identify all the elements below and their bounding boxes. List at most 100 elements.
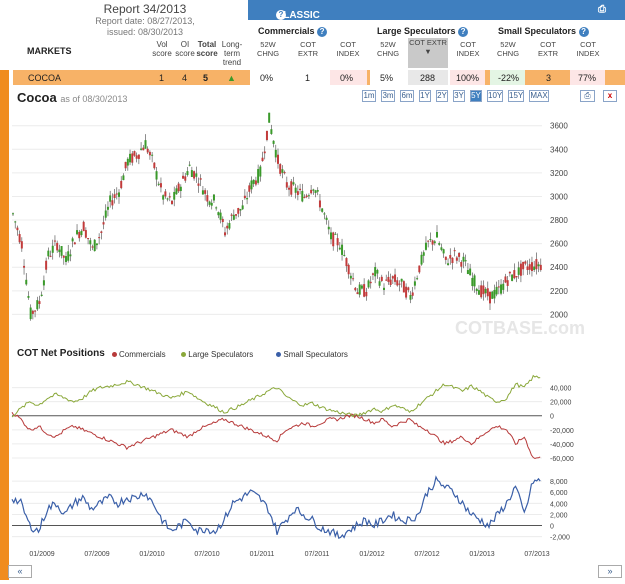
price-candle bbox=[137, 154, 140, 159]
col-com-chng[interactable]: 52W CHNG bbox=[256, 40, 280, 58]
price-candle bbox=[409, 295, 412, 300]
price-candle bbox=[274, 149, 277, 158]
price-candle bbox=[252, 179, 255, 184]
price-candle bbox=[84, 230, 87, 238]
range-15y-button[interactable]: 15Y bbox=[508, 90, 524, 102]
price-candle bbox=[29, 307, 32, 320]
price-candle bbox=[243, 195, 246, 199]
series-line-commercials bbox=[11, 412, 541, 460]
col-com-index[interactable]: COT INDEX bbox=[336, 40, 360, 58]
price-candle bbox=[235, 214, 238, 216]
range-6m-button[interactable]: 6m bbox=[400, 90, 414, 102]
com-index: 0% bbox=[340, 73, 354, 83]
col-com-extr[interactable]: COT EXTR bbox=[297, 40, 318, 58]
price-candle bbox=[458, 252, 461, 257]
price-candle bbox=[226, 225, 229, 229]
prev-button[interactable]: « bbox=[8, 565, 32, 578]
legend-commercials: Commercials bbox=[112, 350, 166, 359]
help-icon[interactable]: ? bbox=[276, 10, 286, 20]
price-candle bbox=[296, 191, 299, 195]
range-1y-button[interactable]: 1Y bbox=[419, 90, 431, 102]
help-icon[interactable]: ? bbox=[458, 26, 469, 37]
range-5y-button[interactable]: 5Y bbox=[470, 90, 482, 102]
price-candle bbox=[371, 273, 374, 275]
price-candle bbox=[89, 240, 92, 245]
price-candle bbox=[471, 277, 474, 287]
price-candle bbox=[14, 221, 17, 223]
price-candle bbox=[34, 310, 37, 312]
price-candle bbox=[511, 274, 514, 281]
price-candle bbox=[491, 291, 494, 299]
price-candle bbox=[135, 155, 138, 159]
price-candle bbox=[352, 278, 355, 280]
x-tick-label: 01/2010 bbox=[139, 551, 164, 558]
print-icon[interactable]: ⎙ bbox=[580, 90, 595, 102]
price-candle bbox=[175, 188, 178, 195]
price-candle bbox=[405, 286, 408, 298]
help-icon[interactable]: ? bbox=[317, 26, 328, 37]
price-candle bbox=[493, 289, 496, 299]
price-candle bbox=[168, 196, 171, 198]
price-candle bbox=[321, 208, 324, 212]
col-lg-extr-sorted[interactable]: COT EXTR ▼ bbox=[408, 38, 448, 68]
range-1m-button[interactable]: 1m bbox=[362, 90, 376, 102]
price-candle bbox=[40, 294, 43, 296]
price-candle bbox=[451, 257, 454, 264]
price-candle bbox=[453, 250, 456, 252]
price-candle bbox=[407, 287, 410, 291]
price-candle bbox=[389, 279, 392, 285]
col-sm-index[interactable]: COT INDEX bbox=[576, 40, 600, 58]
price-candle bbox=[281, 169, 284, 173]
series-line-large-speculators bbox=[11, 374, 541, 418]
price-candle bbox=[164, 191, 167, 197]
price-candle bbox=[515, 276, 518, 278]
price-candle bbox=[537, 264, 540, 267]
col-lg-chng[interactable]: 52W CHNG bbox=[376, 40, 400, 58]
price-candle bbox=[436, 232, 438, 238]
range-3m-button[interactable]: 3m bbox=[381, 90, 395, 102]
price-candle bbox=[272, 140, 275, 144]
close-icon[interactable]: x bbox=[603, 90, 617, 102]
print-icon[interactable]: ⎙ bbox=[598, 4, 606, 15]
x-tick-label: 01/2013 bbox=[469, 551, 494, 558]
price-candle bbox=[464, 260, 467, 262]
total-score-header: Total score bbox=[196, 40, 218, 58]
price-candle bbox=[504, 276, 507, 283]
y-tick-label: 40,000 bbox=[550, 386, 572, 393]
col-sm-extr[interactable]: COT EXTR bbox=[537, 40, 558, 58]
price-candle bbox=[195, 173, 198, 177]
price-candle bbox=[98, 237, 101, 239]
price-candle bbox=[442, 249, 445, 254]
y-tick-label: 20,000 bbox=[550, 400, 572, 407]
price-candle bbox=[87, 238, 90, 240]
price-candle bbox=[303, 196, 306, 198]
market-name[interactable]: COCOA bbox=[28, 73, 62, 83]
price-candle bbox=[228, 223, 231, 229]
price-candle bbox=[270, 129, 273, 134]
range-max-button[interactable]: MAX bbox=[529, 90, 549, 102]
price-candle bbox=[535, 259, 538, 270]
price-candle bbox=[497, 286, 500, 288]
y-tick-label: 2,000 bbox=[550, 512, 568, 519]
help-icon[interactable]: ? bbox=[578, 26, 589, 37]
price-candle bbox=[263, 151, 266, 154]
price-candle bbox=[310, 189, 313, 194]
price-candle bbox=[539, 264, 542, 271]
price-candle bbox=[530, 262, 533, 272]
price-candle bbox=[12, 213, 14, 215]
price-candle bbox=[259, 166, 262, 177]
next-button[interactable]: » bbox=[598, 565, 622, 578]
accent-bar bbox=[0, 70, 9, 580]
chart-title: Cocoa as of 08/30/2013 bbox=[17, 90, 128, 105]
price-candle bbox=[188, 164, 191, 166]
range-10y-button[interactable]: 10Y bbox=[487, 90, 503, 102]
price-candle bbox=[345, 258, 348, 267]
range-3y-button[interactable]: 3Y bbox=[453, 90, 465, 102]
price-candle bbox=[246, 198, 249, 200]
col-sm-chng[interactable]: 52W CHNG bbox=[496, 40, 520, 58]
price-candle bbox=[305, 195, 308, 198]
range-2y-button[interactable]: 2Y bbox=[436, 90, 448, 102]
price-candle bbox=[394, 274, 397, 282]
col-lg-index[interactable]: COT INDEX bbox=[456, 40, 480, 58]
chart-asof: as of 08/30/2013 bbox=[60, 94, 128, 104]
